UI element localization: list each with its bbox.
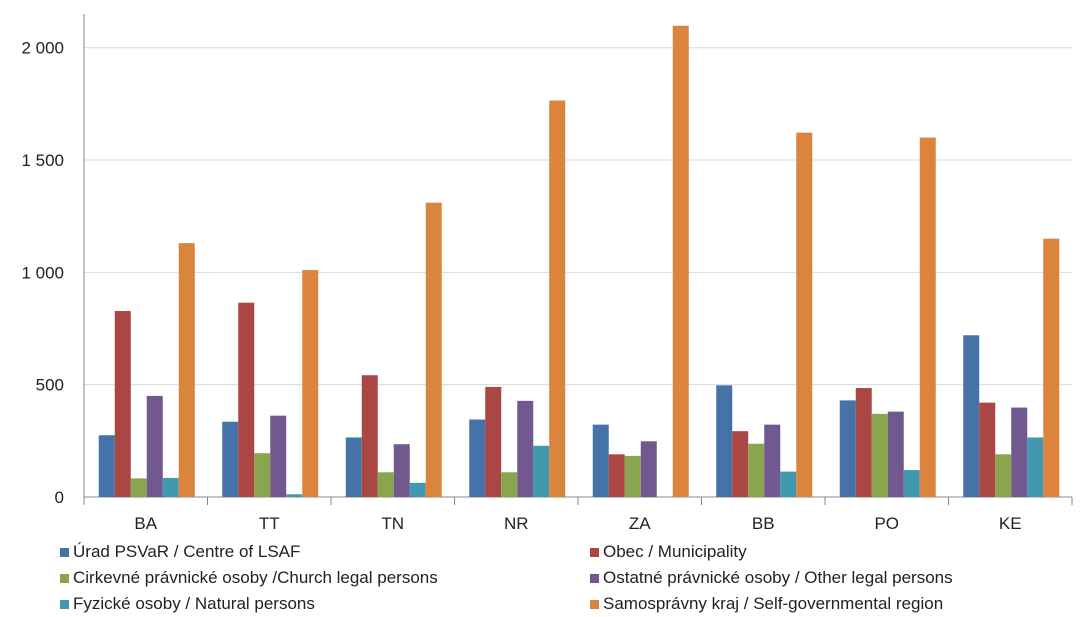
x-category-label: BA bbox=[134, 514, 157, 533]
legend-swatch bbox=[590, 600, 599, 609]
bar-tt-series-1 bbox=[238, 303, 254, 497]
bar-tn-series-3 bbox=[394, 444, 410, 497]
bar-tn-series-0 bbox=[346, 437, 362, 497]
bar-tt-series-0 bbox=[222, 422, 238, 497]
legend-swatch bbox=[590, 548, 599, 557]
bar-tt-series-2 bbox=[254, 453, 270, 497]
bar-bb-series-1 bbox=[732, 431, 748, 497]
bar-po-series-1 bbox=[856, 388, 872, 497]
legend-label: Cirkevné právnické osoby /Church legal p… bbox=[73, 568, 438, 588]
x-category-label: TT bbox=[259, 514, 280, 533]
y-tick-label: 500 bbox=[36, 376, 64, 395]
legend-label: Samosprávny kraj / Self-governmental reg… bbox=[603, 594, 943, 614]
bar-nr-series-3 bbox=[517, 401, 533, 497]
bar-ba-series-2 bbox=[131, 478, 147, 497]
y-tick-label: 2 000 bbox=[21, 39, 64, 58]
x-category-label: BB bbox=[752, 514, 775, 533]
bar-za-series-1 bbox=[609, 454, 625, 497]
bar-ke-series-4 bbox=[1027, 437, 1043, 497]
bar-ke-series-0 bbox=[963, 335, 979, 497]
x-category-label: KE bbox=[999, 514, 1022, 533]
bar-za-series-3 bbox=[641, 441, 657, 497]
bar-tn-series-4 bbox=[410, 483, 426, 497]
legend-swatch bbox=[60, 600, 69, 609]
bar-za-series-2 bbox=[625, 456, 641, 497]
bar-tt-series-3 bbox=[270, 416, 286, 497]
x-category-label: NR bbox=[504, 514, 529, 533]
bar-ba-series-0 bbox=[99, 435, 115, 497]
y-tick-label: 1 500 bbox=[21, 151, 64, 170]
x-category-label: ZA bbox=[629, 514, 651, 533]
legend-swatch bbox=[60, 548, 69, 557]
y-tick-label: 1 000 bbox=[21, 263, 64, 282]
bar-bb-series-0 bbox=[716, 385, 732, 497]
bar-ke-series-3 bbox=[1011, 408, 1027, 497]
bar-tt-series-5 bbox=[302, 270, 318, 497]
bar-nr-series-1 bbox=[485, 387, 501, 497]
bar-po-series-3 bbox=[888, 412, 904, 497]
bar-ke-series-2 bbox=[995, 454, 1011, 497]
bar-bb-series-4 bbox=[780, 472, 796, 497]
legend-swatch bbox=[590, 574, 599, 583]
bar-nr-series-4 bbox=[533, 446, 549, 497]
bar-tn-series-1 bbox=[362, 375, 378, 497]
bar-tn-series-5 bbox=[426, 203, 442, 497]
chart-area: 0 500 1 000 1 500 2 000 BA TT TN NR ZA BB PO KE bbox=[0, 0, 1082, 540]
bar-po-series-0 bbox=[840, 400, 856, 497]
bar-nr-series-2 bbox=[501, 472, 517, 497]
legend-item: Obec / Municipality bbox=[590, 540, 747, 564]
bar-ke-series-1 bbox=[979, 403, 995, 497]
x-category-label: PO bbox=[874, 514, 899, 533]
bar-za-series-0 bbox=[593, 425, 609, 497]
legend-label: Ostatné právnické osoby / Other legal pe… bbox=[603, 568, 953, 588]
legend-label: Úrad PSVaR / Centre of LSAF bbox=[73, 542, 300, 562]
bar-za-series-5 bbox=[673, 26, 689, 497]
legend-item: Ostatné právnické osoby / Other legal pe… bbox=[590, 566, 953, 590]
bar-ba-series-4 bbox=[163, 478, 179, 497]
bar-nr-series-5 bbox=[549, 100, 565, 497]
y-tick-label: 0 bbox=[55, 488, 64, 507]
bar-bb-series-2 bbox=[748, 444, 764, 497]
legend-item: Samosprávny kraj / Self-governmental reg… bbox=[590, 592, 943, 616]
legend-label: Obec / Municipality bbox=[603, 542, 747, 562]
bar-po-series-2 bbox=[872, 414, 888, 497]
bar-ba-series-5 bbox=[179, 243, 195, 497]
legend-swatch bbox=[60, 574, 69, 583]
legend-label: Fyzické osoby / Natural persons bbox=[73, 594, 315, 614]
bar-ba-series-1 bbox=[115, 311, 131, 497]
bar-po-series-5 bbox=[920, 138, 936, 497]
bar-bb-series-3 bbox=[764, 425, 780, 497]
x-category-label: TN bbox=[381, 514, 404, 533]
bar-tt-series-4 bbox=[286, 494, 302, 497]
bar-chart: 0 500 1 000 1 500 2 000 BA TT TN NR ZA BB PO KE bbox=[0, 0, 1082, 540]
bar-ba-series-3 bbox=[147, 396, 163, 497]
bar-tn-series-2 bbox=[378, 472, 394, 497]
legend: Úrad PSVaR / Centre of LSAF Obec / Munici… bbox=[60, 540, 1070, 616]
bar-bb-series-5 bbox=[796, 133, 812, 497]
bar-nr-series-0 bbox=[469, 419, 485, 497]
bar-ke-series-5 bbox=[1043, 239, 1059, 497]
legend-item: Úrad PSVaR / Centre of LSAF bbox=[60, 540, 300, 564]
legend-item: Cirkevné právnické osoby /Church legal p… bbox=[60, 566, 438, 590]
legend-item: Fyzické osoby / Natural persons bbox=[60, 592, 315, 616]
bar-po-series-4 bbox=[904, 470, 920, 497]
